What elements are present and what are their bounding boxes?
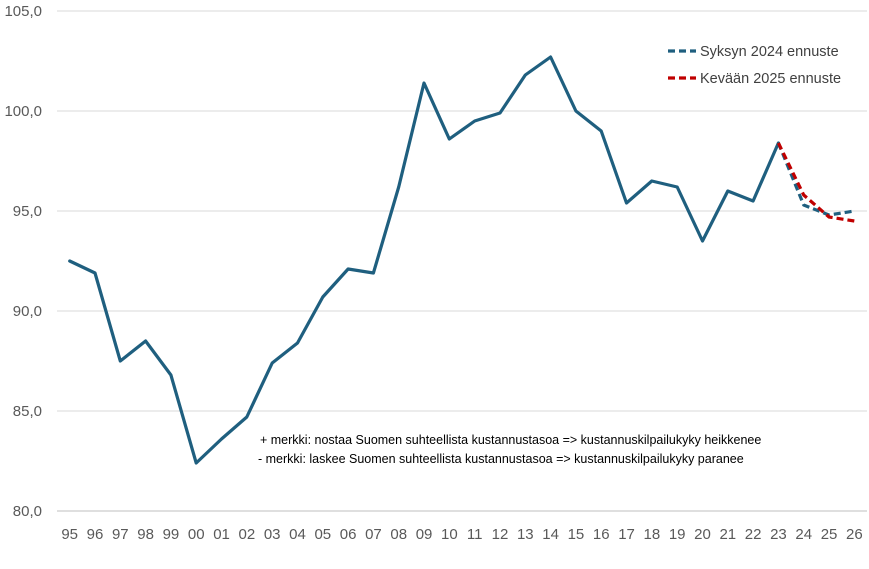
y-axis-tick-labels: 80,0 85,0 90,0 95,0 100,0 105,0: [4, 3, 42, 520]
x-tick-label: 09: [416, 526, 433, 543]
legend-item: Kevään 2025 ennuste: [668, 71, 841, 87]
x-tick-label: 06: [340, 526, 357, 543]
x-tick-label: 02: [239, 526, 256, 543]
x-tick-label: 21: [719, 526, 736, 543]
x-tick-label: 24: [795, 526, 812, 543]
x-tick-label: 99: [163, 526, 180, 543]
gridlines: [57, 10, 867, 512]
y-tick-label: 80,0: [13, 503, 42, 520]
x-axis-tick-labels: 95 96 97 98 99 00 01 02 03 04 05 06 07 08 09 10 11 12 13 14…: [61, 526, 862, 543]
x-tick-label: 23: [770, 526, 787, 543]
x-tick-label: 13: [517, 526, 534, 543]
x-tick-label: 12: [492, 526, 509, 543]
x-tick-label: 08: [390, 526, 407, 543]
legend: Syksyn 2024 ennuste Kevään 2025 ennuste: [668, 44, 841, 87]
x-tick-label: 00: [188, 526, 205, 543]
x-tick-label: 17: [618, 526, 635, 543]
x-tick-label: 18: [644, 526, 661, 543]
x-tick-label: 22: [745, 526, 762, 543]
series-line-1: [776, 142, 855, 217]
x-tick-label: 95: [61, 526, 78, 543]
x-tick-label: 19: [669, 526, 686, 543]
x-tick-label: 26: [846, 526, 863, 543]
x-tick-label: 98: [137, 526, 154, 543]
x-tick-label: 05: [314, 526, 331, 543]
legend-item: Syksyn 2024 ennuste: [668, 44, 839, 60]
x-tick-label: 07: [365, 526, 382, 543]
legend-label: Syksyn 2024 ennuste: [700, 44, 839, 60]
series-line-2: [776, 142, 855, 223]
x-tick-label: 11: [467, 526, 483, 543]
x-tick-label: 01: [213, 526, 230, 543]
x-tick-label: 25: [821, 526, 838, 543]
annotation-minus: - merkki: laskee Suomen suhteellista kus…: [258, 452, 744, 466]
y-tick-label: 100,0: [4, 103, 42, 120]
y-tick-label: 85,0: [13, 403, 42, 420]
series-line-0: [68, 55, 781, 465]
y-tick-label: 105,0: [4, 3, 42, 20]
x-tick-label: 16: [593, 526, 610, 543]
x-tick-label: 97: [112, 526, 129, 543]
x-tick-label: 96: [87, 526, 104, 543]
y-tick-label: 90,0: [13, 303, 42, 320]
x-tick-label: 04: [289, 526, 306, 543]
x-tick-label: 10: [441, 526, 458, 543]
x-tick-label: 15: [568, 526, 585, 543]
annotation-plus: + merkki: nostaa Suomen suhteellista kus…: [260, 433, 762, 447]
x-tick-label: 20: [694, 526, 711, 543]
series-lines: [68, 55, 855, 465]
y-tick-label: 95,0: [13, 203, 42, 220]
x-tick-label: 03: [264, 526, 281, 543]
legend-label: Kevään 2025 ennuste: [700, 71, 841, 87]
x-tick-label: 14: [542, 526, 559, 543]
